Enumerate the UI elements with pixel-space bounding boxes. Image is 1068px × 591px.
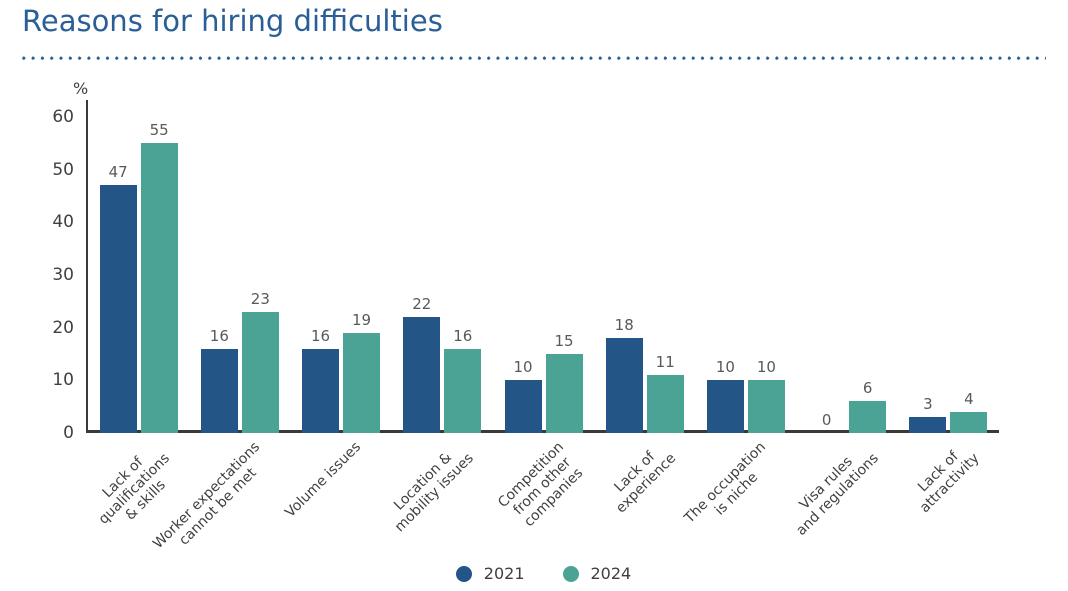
bar-2021-group6	[605, 338, 643, 433]
bar-value-label: 10	[756, 358, 776, 377]
bar-value-label: 15	[554, 332, 574, 350]
bar-value-label: 10	[715, 358, 735, 377]
bar-2021-group9	[909, 417, 947, 433]
bar-value-label: 16	[209, 326, 229, 345]
bar-value-label: 19	[352, 310, 372, 329]
bar-2024-group5	[545, 354, 583, 433]
bar-2021-group1	[99, 185, 137, 433]
chart-legend: 2021 2024	[88, 560, 999, 588]
bar-value-label: 47	[108, 163, 128, 182]
bar-2024-group8	[849, 401, 887, 433]
x-category-label: Lack of attractivity	[915, 448, 984, 517]
bar-value-label: 23	[250, 289, 270, 308]
legend-label: 2021	[483, 564, 525, 583]
y-tick-label: 30	[52, 265, 74, 285]
bar-2024-group3	[343, 332, 381, 433]
x-category-label: Competition from other companies	[494, 439, 587, 531]
y-tick-label: 60	[52, 107, 74, 127]
chart-title: Reasons for hiring difficulties	[22, 4, 443, 38]
x-axis-line	[86, 430, 999, 433]
x-category-label: Lack of experience	[611, 448, 680, 517]
bar-value-label: 16	[311, 326, 331, 345]
bar-value-label: 18	[614, 316, 634, 335]
bar-value-label: 10	[513, 358, 533, 377]
y-tick-label: 0	[63, 423, 74, 443]
bar-2021-group3	[302, 348, 340, 433]
bar-2024-group6	[646, 375, 684, 433]
bar-2024-group4	[444, 348, 482, 433]
legend-label: 2024	[590, 564, 632, 583]
bar-value-label: 11	[655, 353, 675, 372]
y-tick-label: 10	[52, 370, 74, 391]
y-axis-line	[86, 100, 88, 433]
y-tick-label: 20	[52, 317, 74, 338]
bar-2021-group5	[504, 380, 542, 433]
y-tick-label: 50	[52, 159, 74, 180]
plot-area: 47 55 16 23 16 19 22 16 10 15 18 11 10 10 0 6 3 4	[88, 117, 999, 433]
bar-value-label: 6	[862, 379, 873, 398]
legend-item-2024: 2024	[562, 564, 632, 583]
bar-value-label: 0	[821, 411, 832, 429]
legend-item-2021: 2021	[455, 564, 525, 583]
dotted-separator	[22, 56, 1046, 61]
y-axis-unit-label: %	[73, 79, 89, 98]
legend-marker-icon	[562, 566, 579, 582]
bar-value-label: 22	[412, 295, 432, 314]
bar-2024-group9	[950, 411, 988, 433]
bar-2021-group2	[200, 348, 238, 433]
x-category-label: The occupation is niche	[681, 439, 770, 527]
bar-2024-group1	[140, 143, 178, 433]
x-category-label: Visa rules and regulations	[793, 450, 882, 539]
x-category-label: Volume issues	[282, 439, 365, 521]
bar-2024-group2	[241, 311, 279, 433]
bar-value-label: 4	[964, 389, 974, 408]
bar-value-label: 3	[923, 395, 933, 414]
bar-2021-group4	[403, 317, 441, 433]
bar-value-label: 55	[149, 121, 169, 140]
y-tick-label: 40	[52, 212, 74, 233]
x-category-label: Location & mobility issues	[391, 449, 477, 536]
bar-2024-group7	[747, 380, 785, 433]
bar-value-label: 16	[453, 326, 473, 345]
bar-2021-group7	[706, 380, 744, 433]
legend-marker-icon	[455, 566, 472, 582]
